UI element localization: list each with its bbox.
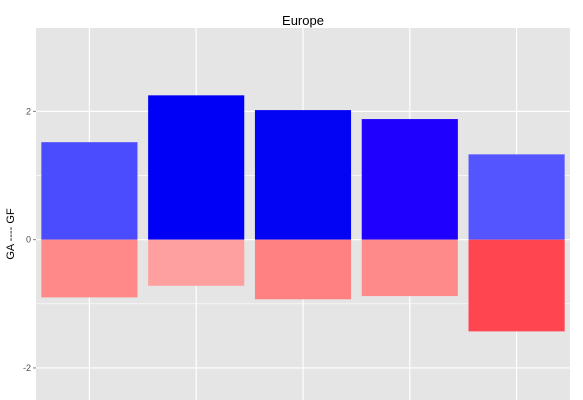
bars [41, 95, 565, 332]
ga-bar [254, 239, 352, 300]
ga-bar [468, 239, 565, 332]
ga-bar [148, 239, 245, 286]
gf-bar [468, 154, 565, 240]
y-tick-label: -2 [23, 363, 31, 373]
ga-bar [361, 239, 458, 297]
gf-bar [148, 95, 245, 240]
y-tick-label: 0 [26, 235, 31, 245]
chart-title: Europe [282, 13, 324, 28]
y-axis-ticks: -2 0 2 [23, 106, 36, 373]
y-tick-label: 2 [26, 106, 31, 116]
gf-bar [361, 119, 458, 240]
gf-bar [41, 142, 138, 240]
gf-bar [254, 110, 352, 240]
ga-bar [41, 239, 138, 298]
y-axis-title: GA ---- GF [5, 208, 17, 260]
